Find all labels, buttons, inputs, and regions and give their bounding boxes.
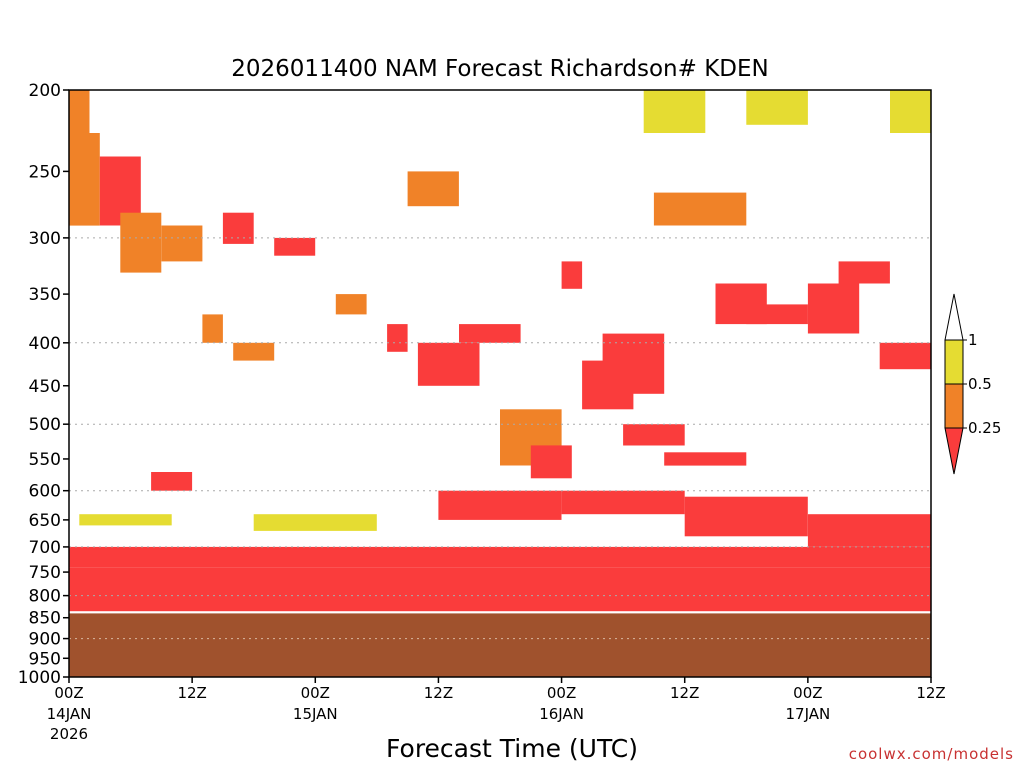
ri-region [69, 591, 931, 612]
y-tick-label: 650 [29, 511, 61, 531]
ri-region [120, 212, 162, 273]
ri-region [530, 445, 572, 479]
y-tick-label: 200 [29, 81, 61, 101]
ri-region [417, 342, 480, 386]
ri-region [459, 324, 521, 343]
chart-title: 2026011400 NAM Forecast Richardson# KDEN [231, 56, 768, 82]
ri-region [807, 283, 860, 334]
colorbar-legend: 1 0.5 0.25 [944, 293, 1001, 475]
colorbar-segment [944, 339, 964, 385]
x-tick-label: 12Z [177, 684, 206, 702]
ri-region [838, 261, 890, 284]
y-axis-ticks: 200 250 300 350 400 450 500 550 600 650 700 750 8008… [18, 81, 69, 688]
ri-region [807, 514, 931, 547]
y-tick-label: 750 [29, 563, 61, 583]
ground-fill [69, 613, 931, 677]
ri-region [879, 342, 931, 370]
y-tick-label: 700 [29, 538, 61, 558]
y-tick-label: 250 [29, 162, 61, 182]
x-tick-label: 00Z [301, 684, 330, 702]
ri-region [561, 261, 583, 289]
x-tick-label: 00Z [793, 684, 822, 702]
plot-frame [68, 89, 932, 678]
y-tick-label: 350 [29, 285, 61, 305]
plot-area [69, 90, 931, 677]
colorbar-label: 0.5 [968, 375, 992, 393]
ri-region [233, 342, 275, 361]
x-axis-ticks: 00Z 14JAN 2026 12Z 00Z 15JAN 12Z 00Z 16JAN 12Z 00Z… [47, 677, 946, 743]
ri-region [69, 567, 931, 591]
credit-text: coolwx.com/models [849, 745, 1014, 763]
y-tick-label: 950 [29, 649, 61, 669]
colorbar-top-arrow [944, 293, 964, 341]
ri-region [561, 490, 685, 515]
ri-region [684, 496, 808, 537]
ri-region [602, 333, 665, 394]
ri-region [335, 294, 367, 315]
x-tick-label: 00Z [54, 684, 83, 702]
ri-region [161, 225, 203, 262]
ri-region [890, 90, 931, 133]
ri-region [664, 452, 747, 466]
x-tick-date: 16JAN [539, 705, 584, 723]
y-tick-label: 550 [29, 450, 61, 470]
ri-region [407, 171, 459, 207]
ri-region [253, 514, 377, 531]
x-tick-label: 00Z [547, 684, 576, 702]
x-tick-year: 2026 [50, 725, 88, 743]
ri-region [643, 90, 706, 133]
ri-region [69, 90, 90, 133]
ri-region [746, 304, 808, 325]
ri-region [79, 514, 172, 526]
colorbar-segment [944, 383, 964, 429]
y-tick-label: 450 [29, 377, 61, 397]
ri-region [274, 237, 316, 256]
ri-region [222, 212, 254, 244]
ri-region [151, 472, 193, 491]
ri-region [623, 424, 685, 446]
y-tick-label: 1000 [18, 668, 61, 688]
ri-region [438, 490, 562, 520]
colorbar-label: 1 [968, 331, 978, 349]
y-tick-label: 800 [29, 587, 61, 607]
ri-region [69, 133, 100, 226]
colorbar-bottom-arrow [944, 427, 964, 475]
y-tick-label: 400 [29, 334, 61, 354]
colorbar-label: 0.25 [968, 419, 1001, 437]
x-tick-label: 12Z [916, 684, 945, 702]
ri-region [746, 90, 808, 125]
x-axis-label: Forecast Time (UTC) [386, 734, 638, 763]
x-tick-date: 15JAN [293, 705, 338, 723]
y-tick-label: 850 [29, 609, 61, 629]
x-tick-label: 12Z [670, 684, 699, 702]
x-tick-date: 17JAN [785, 705, 830, 723]
y-tick-label: 300 [29, 229, 61, 249]
y-tick-label: 900 [29, 630, 61, 650]
ri-region [653, 192, 747, 226]
ri-region [69, 546, 931, 568]
ri-region [387, 324, 408, 352]
x-tick-label: 12Z [424, 684, 453, 702]
x-tick-date: 14JAN [47, 705, 92, 723]
y-tick-label: 600 [29, 482, 61, 502]
ri-region [202, 314, 223, 343]
y-tick-label: 500 [29, 415, 61, 435]
